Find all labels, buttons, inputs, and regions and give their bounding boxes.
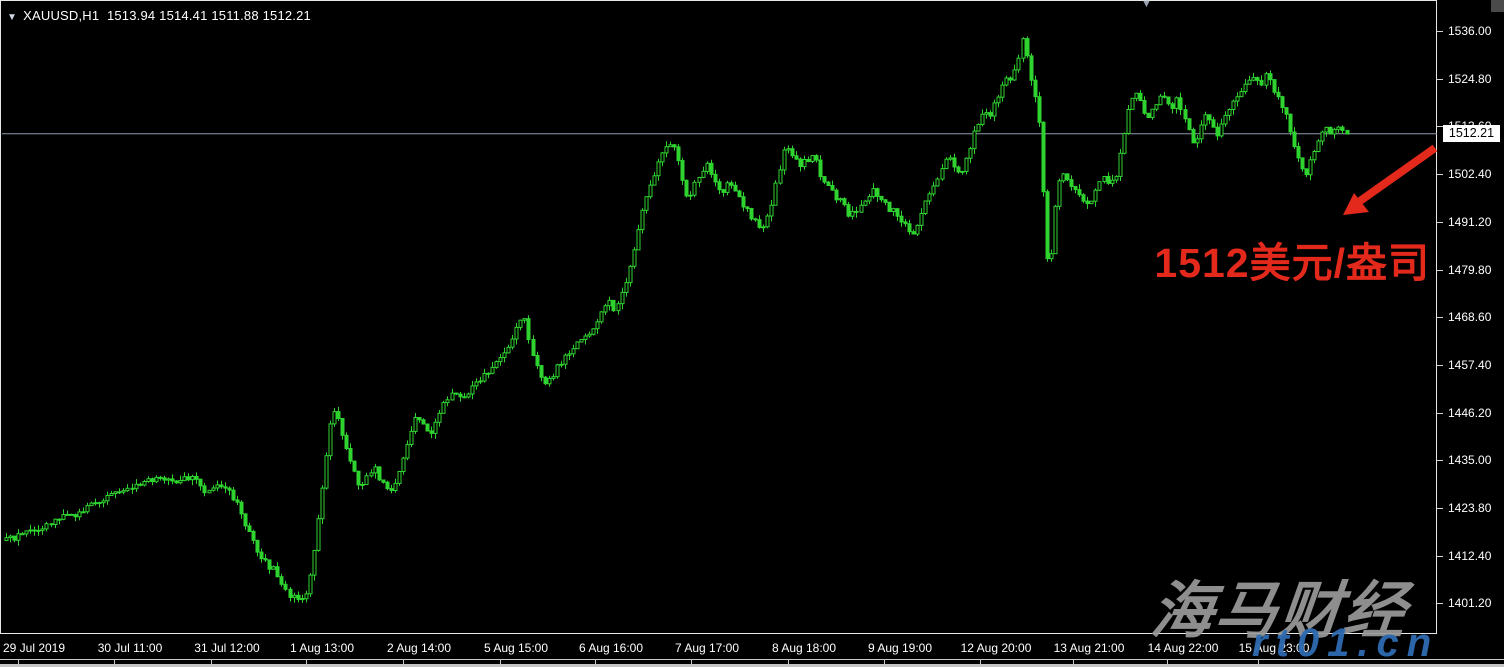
price-axis-label: 1502.40: [1448, 167, 1492, 182]
time-axis-label: 13 Aug 21:00: [1053, 641, 1125, 655]
price-axis-label: 1446.20: [1448, 405, 1492, 420]
price-axis-tick: [1437, 31, 1443, 32]
time-axis-tick: [1073, 660, 1074, 665]
time-axis-label: 5 Aug 15:00: [483, 641, 549, 655]
ohlc-header: ▼ XAUUSD,H1 1513.94 1514.41 1511.88 1512.…: [7, 8, 311, 23]
arrow-annotation: [1343, 144, 1438, 215]
time-axis-tick: [500, 660, 501, 665]
price-axis[interactable]: 1512.21 1536.001524.801513.601502.401491…: [1437, 0, 1504, 662]
price-axis-label: 1479.80: [1448, 262, 1492, 277]
time-axis-tick: [306, 660, 307, 665]
price-axis-tick: [1437, 174, 1443, 176]
price-axis-label: 1412.40: [1448, 548, 1492, 563]
time-axis-tick: [788, 660, 789, 665]
price-axis-label: 1468.60: [1448, 310, 1492, 325]
price-axis-tick: [1437, 412, 1443, 414]
time-axis-label: 2 Aug 14:00: [386, 641, 452, 655]
price-axis-tick: [1437, 364, 1443, 366]
price-axis-label: 1401.20: [1448, 596, 1492, 611]
current-price-label: 1512.21: [1443, 125, 1500, 142]
time-axis-label: 30 Jul 11:00: [97, 641, 163, 655]
price-axis-tick: [1437, 221, 1443, 223]
time-axis-label: 1 Aug 13:00: [289, 641, 355, 655]
price-axis-tick: [1437, 269, 1443, 271]
price-axis-tick: [1437, 508, 1443, 509]
time-axis-tick: [403, 660, 404, 665]
time-axis[interactable]: 29 Jul 2019 30 Jul 11:00 31 Jul 12:00 1 Aug…: [0, 639, 1437, 659]
price-axis-tick: [1437, 603, 1443, 605]
price-axis-label: 1491.20: [1448, 214, 1492, 229]
time-axis-tick: [691, 660, 692, 665]
time-axis-tick: [595, 660, 596, 665]
window-bottom-edge: [0, 664, 1504, 667]
chevron-down-icon: ▼: [7, 12, 18, 23]
price-axis-label: 1423.80: [1448, 501, 1492, 515]
time-axis-tick: [1167, 660, 1168, 665]
price-axis-label: 1524.80: [1448, 71, 1492, 86]
watermark-url: rt01.cn: [1252, 621, 1440, 665]
time-axis-tick: [18, 660, 19, 665]
candlestick-chart[interactable]: [2, 5, 1438, 637]
time-axis-tick: [114, 660, 115, 665]
time-axis-label: 8 Aug 18:00: [771, 641, 837, 655]
time-axis-tick: [884, 660, 885, 665]
time-axis-label: 31 Jul 12:00: [194, 641, 260, 655]
time-axis-tick: [1258, 660, 1259, 665]
price-axis-tick: [1437, 460, 1443, 462]
time-axis-tick: [980, 660, 981, 665]
price-annotation-text: 1512美元/盎司: [1154, 240, 1430, 286]
price-axis-label: 1435.00: [1448, 453, 1492, 468]
time-axis-label: 6 Aug 16:00: [578, 641, 644, 655]
ohlc-info-text: XAUUSD,H1 1513.94 1514.41 1511.88 1512.2…: [23, 8, 311, 23]
time-axis-label: 7 Aug 17:00: [674, 641, 740, 655]
axis-separator: [0, 659, 1504, 660]
price-axis-tick: [1437, 78, 1443, 80]
price-axis-label: 1536.00: [1448, 24, 1492, 38]
time-axis-tick: [211, 660, 212, 665]
window-corner-block: [1491, 0, 1504, 12]
price-axis-tick: [1437, 317, 1443, 319]
chart-area[interactable]: [0, 0, 1438, 637]
time-axis-label: 12 Aug 20:00: [960, 641, 1032, 655]
price-axis-tick: [1437, 126, 1443, 128]
price-axis-label: 1457.40: [1448, 357, 1492, 372]
time-axis-label: 9 Aug 19:00: [867, 641, 933, 655]
price-axis-tick: [1437, 555, 1443, 557]
time-axis-label: 29 Jul 2019: [2, 641, 66, 655]
time-axis-label: 14 Aug 22:00: [1147, 641, 1219, 655]
scroll-marker-icon[interactable]: ▼: [1141, 0, 1152, 10]
time-axis-label: 15 Aug 23:00: [1238, 641, 1310, 655]
